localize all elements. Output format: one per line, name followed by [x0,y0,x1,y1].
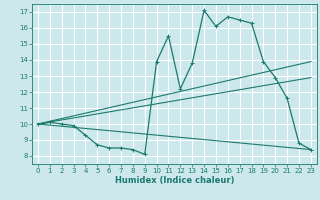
X-axis label: Humidex (Indice chaleur): Humidex (Indice chaleur) [115,176,234,185]
